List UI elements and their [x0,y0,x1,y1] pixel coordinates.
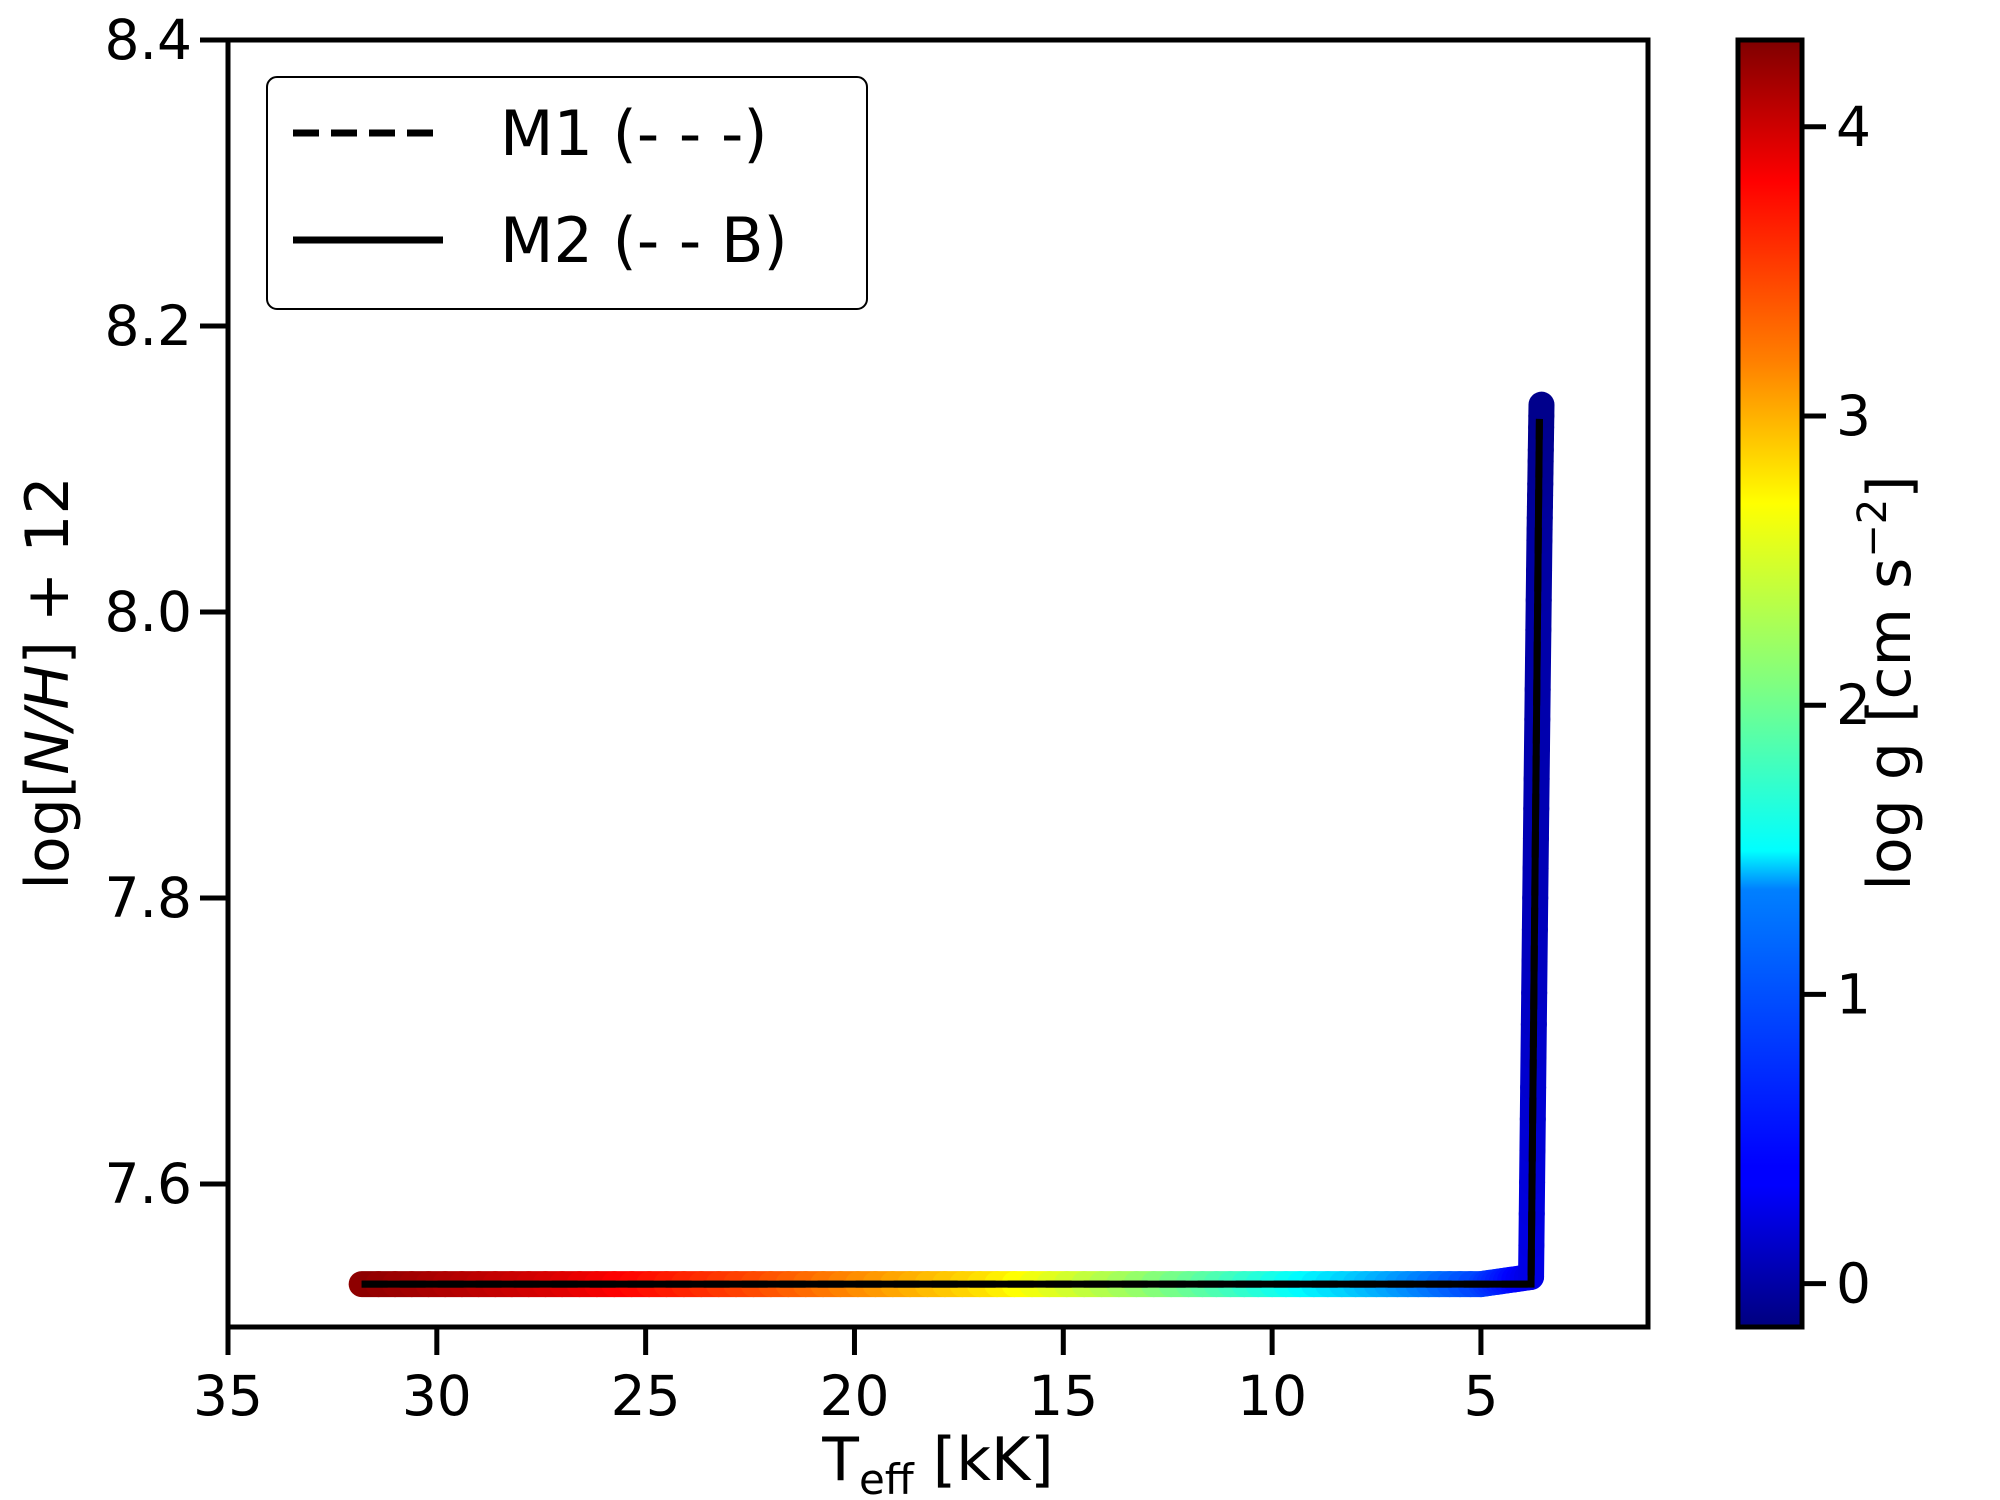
x-axis-ticks: 35 30 25 20 15 10 5 [193,1327,1498,1428]
x-tick-label: 5 [1463,1364,1498,1428]
x-axis-title: Teff [kK] [821,1425,1053,1500]
y-tick-label: 7.6 [105,1152,192,1216]
y-axis-title-italic: N/H [13,665,83,775]
x-tick-label: 35 [193,1364,263,1428]
y-axis-title: log[N/H] + 12 [13,476,83,889]
x-tick-label: 30 [402,1364,472,1428]
x-tick-label: 15 [1028,1364,1098,1428]
x-tick-label: 25 [611,1364,681,1428]
y-tick-label: 8.0 [105,580,192,644]
colorbar-title-sup: −2 [1850,499,1896,558]
y-axis-title-post: ] + 12 [13,476,83,664]
colorbar [1735,37,1805,1330]
colorbar-title-pre: log g [cm s [1855,558,1925,891]
y-tick-label: 8.2 [105,294,192,358]
legend-label-m2: M2 (- - B) [500,204,788,277]
series-lines [361,418,1543,1288]
series-line-m2 [361,418,1543,1288]
plot-frame [225,37,1651,1330]
y-tick-label: 7.8 [105,866,192,930]
y-axis-title-pre: log[ [13,775,83,890]
x-axis-title-main: T [821,1425,859,1495]
legend-label-m1: M1 (- - -) [500,97,768,170]
colorbar-ticks: 0 1 2 3 4 [1802,95,1871,1316]
series-line-m1 [361,418,1543,1288]
colorbar-tick-label: 2 [1836,673,1871,737]
y-axis-ticks: 7.6 7.8 8.0 8.2 8.4 [105,8,228,1216]
colorbar-title-post: ] [1855,475,1925,498]
colorbar-title: log g [cm s−2] [1850,475,1925,890]
x-tick-label: 20 [819,1364,889,1428]
x-axis-title-unit: [kK] [914,1425,1054,1495]
x-axis-title-sub: eff [859,1455,915,1500]
x-tick-label: 10 [1237,1364,1307,1428]
colored-track [348,391,1555,1298]
y-tick-label: 8.4 [105,8,192,72]
colorbar-tick-label: 0 [1836,1252,1871,1316]
colorbar-tick-label: 3 [1836,384,1871,448]
colorbar-tick-label: 4 [1836,95,1871,159]
colorbar-tick-label: 1 [1836,962,1871,1026]
legend: M1 (- - -) M2 (- - B) [266,76,868,310]
